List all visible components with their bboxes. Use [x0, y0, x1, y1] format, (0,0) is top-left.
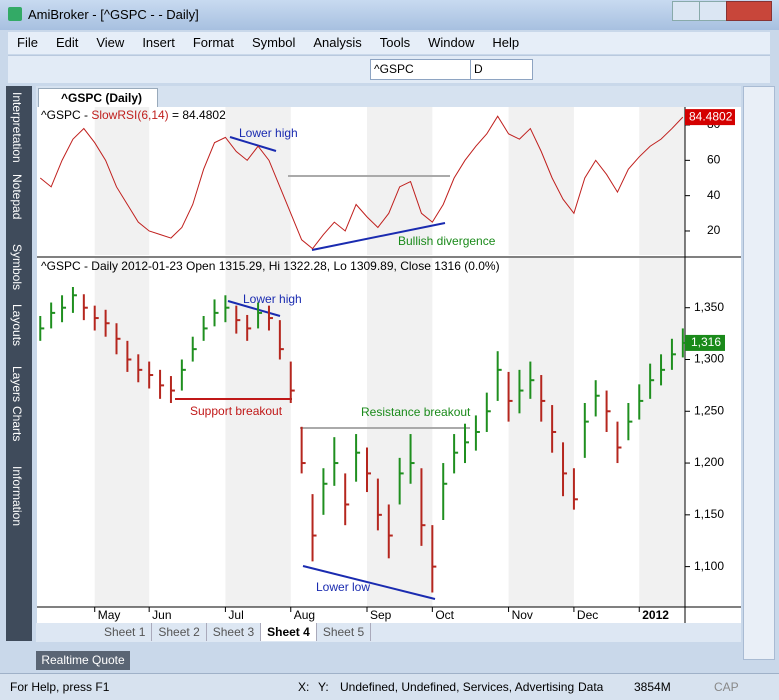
doc-tab-label: ^GSPC (Daily): [61, 91, 143, 105]
menu-item[interactable]: Insert: [142, 35, 175, 50]
x-tick-label: Nov: [512, 608, 533, 622]
status-field: X:: [298, 680, 310, 694]
status-field: Data: [578, 680, 604, 694]
status-field: CAP: [714, 680, 739, 694]
menu-item[interactable]: Analysis: [313, 35, 362, 50]
month-band: [508, 258, 574, 607]
y-tick-label: 1,350: [694, 300, 724, 314]
y-tick-label: 40: [707, 188, 721, 202]
x-tick-label: 2012: [642, 608, 669, 622]
menu-bar: File Edit View Insert Format Symbol Analysis To…: [8, 32, 770, 54]
month-band: [94, 107, 150, 255]
symbol-combo[interactable]: ^GSPC: [370, 59, 471, 80]
interval-combo[interactable]: D: [470, 59, 533, 80]
menu-item[interactable]: File: [17, 35, 38, 50]
status-field: For Help, press F1: [10, 680, 110, 694]
y-tick-label: 1,200: [694, 455, 724, 469]
side-tab[interactable]: Interpretation: [10, 92, 24, 163]
side-tab[interactable]: Information: [10, 466, 24, 527]
y-tick-label: 1,150: [694, 507, 724, 521]
sheet-tab[interactable]: Sheet 2: [152, 623, 207, 641]
annotation: Support breakout: [190, 404, 283, 418]
month-band: [639, 258, 685, 607]
status-field: Y:: [318, 680, 329, 694]
sheet-tab[interactable]: Sheet 4: [261, 623, 317, 641]
status-bar: For Help, press F1 X: Y: Undefined, Undefin…: [0, 673, 779, 700]
side-tab[interactable]: Symbols: [10, 244, 24, 291]
sheet-tab[interactable]: Sheet 5: [317, 623, 372, 641]
last-value-box: [685, 334, 725, 351]
side-tab[interactable]: Charts: [10, 406, 24, 442]
annotation-line: [227, 300, 281, 317]
status-field: 3854M: [634, 680, 671, 694]
document-tabs: ^GSPC (Daily): [36, 86, 741, 109]
sheet-tab[interactable]: Sheet 1: [98, 623, 153, 641]
annotation-line: [311, 222, 446, 251]
month-band: [508, 107, 574, 255]
x-tick-label: Jun: [152, 608, 171, 622]
y-tick-label: 20: [707, 223, 721, 237]
y-tick-label: 1,300: [694, 352, 724, 366]
x-tick-label: May: [98, 608, 121, 622]
status-field: Undefined, Undefined, Services, Advertis…: [340, 680, 575, 694]
month-band: [94, 258, 150, 607]
maximize-button[interactable]: [699, 1, 727, 21]
rsi-line: [39, 115, 684, 250]
side-tabs: Interpretation Notepad Symbols Layouts Layer…: [6, 86, 32, 641]
side-tab[interactable]: Notepad: [10, 174, 24, 220]
x-tick-label: Oct: [435, 608, 454, 622]
month-band: [366, 107, 433, 255]
last-value-label: 84.4802: [689, 109, 733, 123]
last-value-label: 1,316: [691, 335, 721, 349]
annotation: Bullish divergence: [398, 234, 496, 248]
doc-tab[interactable]: ^GSPC (Daily): [38, 88, 158, 109]
side-tab[interactable]: Layouts: [10, 304, 24, 347]
chart-area: ^GSPC - SlowRSI(6,14) = 84.4802 ^GSPC - …: [37, 107, 741, 623]
y-tick-label: 1,100: [694, 559, 724, 573]
toolbar: ^GSPC D: [8, 55, 770, 83]
rsi-title-value: 84.4802: [182, 108, 226, 122]
legend-entry: SlowRSI(6,14): [91, 108, 168, 122]
rsi-title: ^GSPC - SlowRSI(6,14) = 84.4802: [41, 108, 226, 122]
annotations: [175, 136, 470, 600]
minimize-button[interactable]: [672, 1, 700, 21]
side-tab[interactable]: Layers: [10, 366, 24, 403]
menu-item[interactable]: Help: [492, 35, 520, 50]
annotation-line: [302, 565, 436, 600]
month-band: [225, 107, 291, 255]
menu-item[interactable]: Window: [428, 35, 475, 50]
rsi-title-sep: =: [169, 108, 183, 122]
x-tick-label: Sep: [370, 608, 392, 622]
window-title: AmiBroker - [^GSPC - - Daily]: [28, 7, 199, 22]
last-value-box: [685, 109, 735, 126]
menu-item[interactable]: Format: [192, 35, 234, 50]
annotation: Lower high: [239, 126, 298, 140]
menu-item[interactable]: View: [96, 35, 125, 50]
realtime-quote-tab[interactable]: Realtime Quote: [36, 651, 130, 670]
menu-item[interactable]: Symbol: [252, 35, 296, 50]
annotation: Lower low: [316, 580, 370, 594]
sheet-tabs: Sheet 1 Sheet 2 Sheet 3 Sheet 4 Sheet 5: [36, 623, 741, 642]
y-tick-label: 1,250: [694, 403, 724, 417]
title-bar: AmiBroker - [^GSPC - - Daily]: [0, 0, 779, 30]
drawing-tools: [743, 86, 775, 660]
month-band: [366, 258, 433, 607]
menu-item[interactable]: Tools: [379, 35, 411, 50]
annotation-line: [229, 136, 277, 152]
annotation: Lower high: [243, 292, 302, 306]
rsi-title-prefix: ^GSPC -: [41, 108, 91, 122]
close-button[interactable]: [726, 1, 772, 21]
price-title: ^GSPC - Daily 2012-01-23 Open 1315.29, H…: [41, 259, 500, 273]
month-band: [639, 107, 685, 255]
sheet-tab[interactable]: Sheet 3: [207, 623, 262, 641]
x-tick-label: Jul: [228, 608, 243, 622]
annotation: Resistance breakout: [361, 405, 471, 419]
menu-item[interactable]: Edit: [55, 35, 79, 50]
x-tick-label: Aug: [294, 608, 315, 622]
app-icon: [8, 7, 22, 21]
x-tick-label: Dec: [577, 608, 598, 622]
y-tick-label: 60: [707, 153, 721, 167]
